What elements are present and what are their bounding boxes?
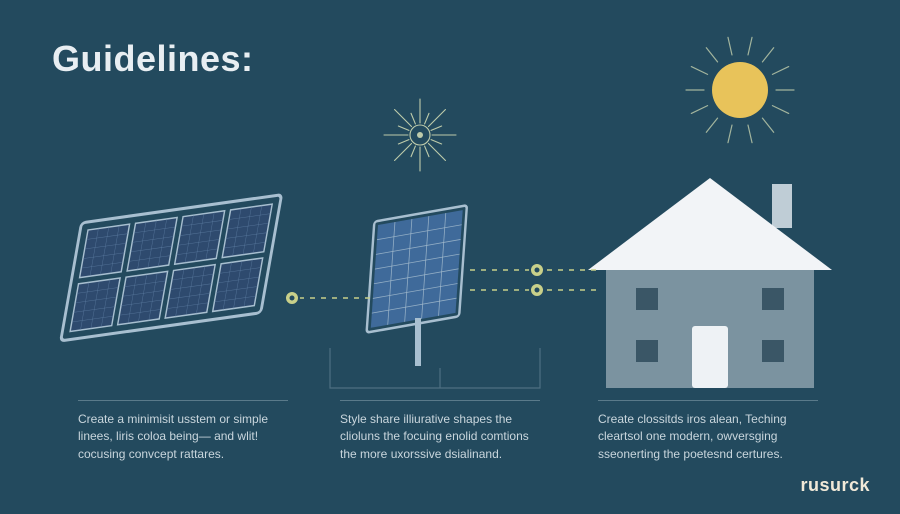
sun-ray-icon (762, 48, 773, 62)
sun-ray-icon (772, 106, 788, 114)
spark-ray-icon (395, 110, 412, 127)
house-chimney-icon (772, 184, 792, 228)
caption-bracket-icon (330, 348, 540, 388)
spark-ray-icon (395, 143, 412, 160)
spark-ray-icon (428, 143, 445, 160)
panel-pole-icon (415, 318, 421, 366)
sun-ray-icon (691, 67, 707, 75)
house-roof-icon (588, 178, 832, 270)
spark-ray-icon (428, 110, 445, 127)
spark-ray-icon (398, 126, 409, 130)
sun-ray-icon (772, 67, 788, 75)
sun-ray-icon (706, 48, 717, 62)
house-window-icon (636, 288, 658, 310)
spark-ray-icon (411, 113, 415, 124)
spark-ray-icon (431, 140, 442, 144)
brand-logo: rusurck (800, 475, 870, 496)
caption-middle: Style share illiurative shapes the cliol… (340, 400, 540, 463)
spark-ray-icon (431, 126, 442, 130)
sun-ray-icon (691, 106, 707, 114)
sun-ray-icon (728, 37, 732, 55)
caption-left: Create a minimisit usstem or simple line… (78, 400, 288, 463)
spark-ray-icon (425, 113, 429, 124)
house-window-icon (762, 288, 784, 310)
spark-ray-icon (411, 146, 415, 157)
solar-panel-small-icon (367, 205, 467, 332)
sun-icon (712, 62, 768, 118)
house-window-icon (762, 340, 784, 362)
sun-ray-icon (706, 118, 717, 132)
sun-ray-icon (748, 37, 752, 55)
sun-ray-icon (728, 125, 732, 143)
sun-ray-icon (748, 125, 752, 143)
sun-ray-icon (762, 118, 773, 132)
spark-ray-icon (425, 146, 429, 157)
caption-right: Create clossitds iros alean, Teching cle… (598, 400, 818, 463)
house-window-icon (636, 340, 658, 362)
spark-ray-icon (398, 140, 409, 144)
house-door-icon (692, 326, 728, 388)
solar-panel-large-icon (61, 195, 282, 341)
